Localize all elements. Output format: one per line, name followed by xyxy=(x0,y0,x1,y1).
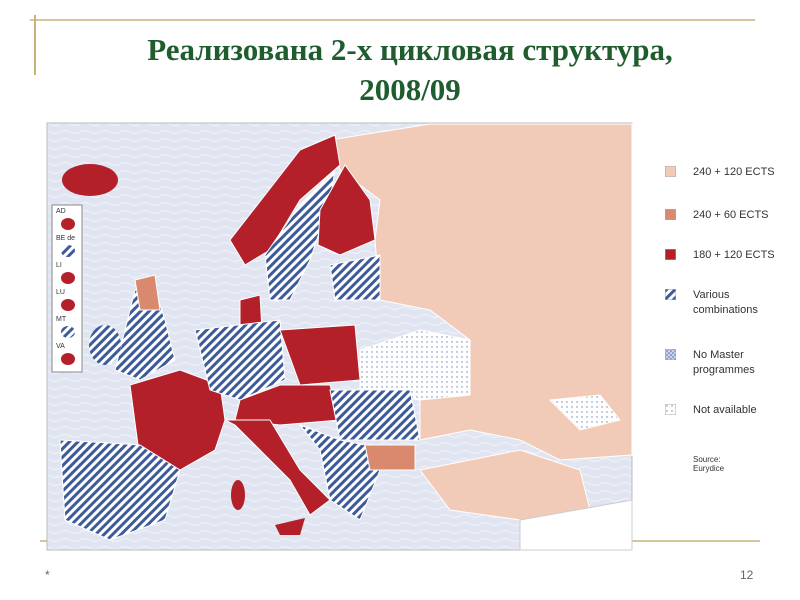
title-line: Реализована 2-х цикловая структура, xyxy=(147,32,673,67)
inset-label: LI xyxy=(56,262,62,269)
map: AD BE de LI LU MT VA xyxy=(46,122,633,551)
inset-label: LU xyxy=(56,289,65,296)
legend-label: Various combinations xyxy=(693,289,758,316)
inset-label: AD xyxy=(56,208,66,215)
inset-shape xyxy=(61,245,75,257)
inset-label: BE de xyxy=(56,235,75,242)
source: Source: Eurydice xyxy=(693,455,725,473)
inset-label: VA xyxy=(56,343,65,350)
legend-swatch xyxy=(665,209,676,220)
title: Реализована 2-х цикловая структура, 2008… xyxy=(60,30,760,110)
legend-swatch xyxy=(665,249,676,260)
legend-swatch xyxy=(665,349,676,360)
footer-mark: * xyxy=(45,568,50,582)
title-line: 2008/09 xyxy=(359,72,461,107)
legend-label: 240 + 120 ECTS xyxy=(693,166,775,178)
legend-label: 180 + 120 ECTS xyxy=(693,249,775,261)
legend-label: Not available xyxy=(693,404,757,416)
legend-label: No Master programmes xyxy=(693,349,755,376)
legend-label: 240 + 60 ECTS xyxy=(693,209,769,221)
inset-shape xyxy=(61,272,75,284)
legend-swatch xyxy=(665,166,676,177)
page-number: 12 xyxy=(740,568,754,582)
inset-shape xyxy=(61,218,75,230)
legend-swatch xyxy=(665,289,676,300)
inset-label: MT xyxy=(56,316,67,323)
inset-shape xyxy=(61,353,75,365)
inset-shape xyxy=(61,299,75,311)
inset-shape xyxy=(61,326,75,338)
legend-swatch xyxy=(665,404,676,415)
